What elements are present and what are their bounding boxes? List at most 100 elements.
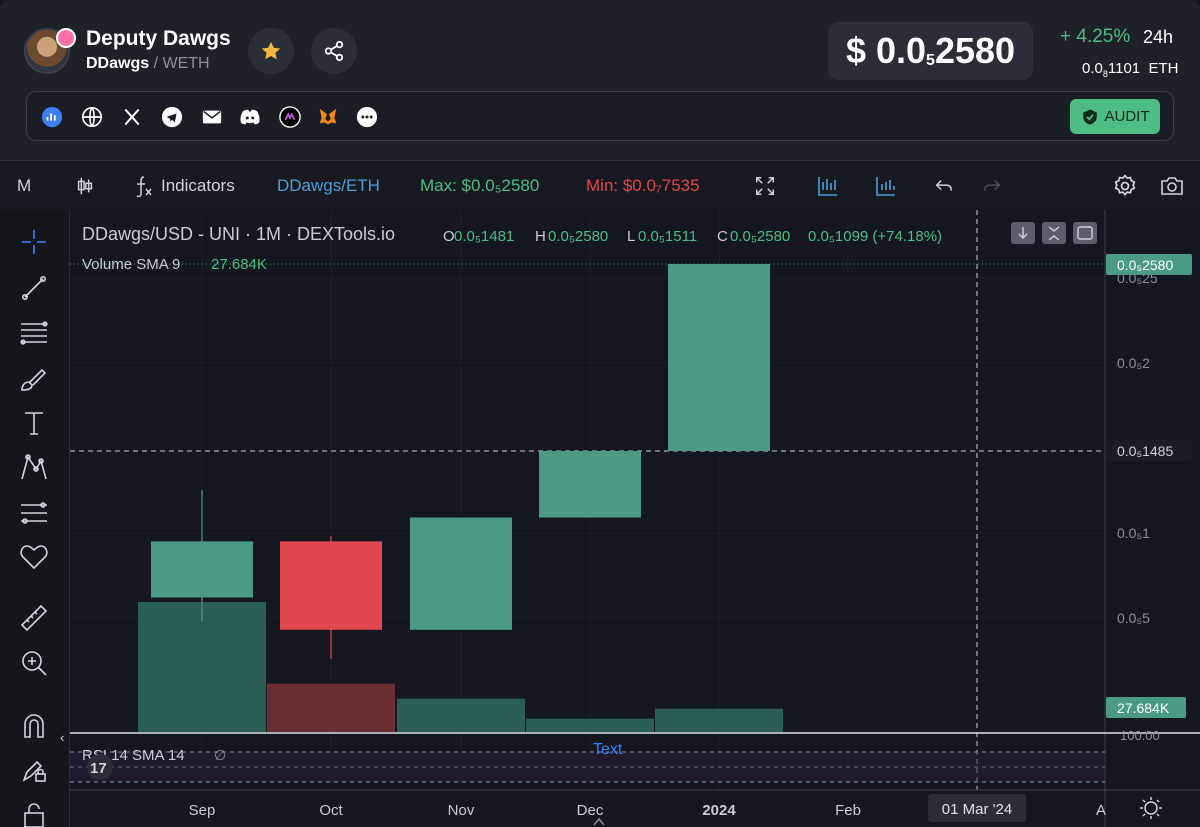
bar-style-icon[interactable] <box>815 173 841 199</box>
crosshair-icon[interactable] <box>19 227 49 257</box>
close-label: C <box>717 228 728 245</box>
candles <box>151 264 770 659</box>
lock-pencil-icon[interactable] <box>19 755 49 785</box>
fullscreen-icon[interactable] <box>752 173 778 199</box>
crosshair-price-tag <box>1106 440 1192 461</box>
trend-line-icon[interactable] <box>19 273 49 303</box>
social-links-bar: AUDIT <box>26 91 1174 141</box>
pattern-icon[interactable] <box>19 452 49 482</box>
volume-bar <box>397 698 525 732</box>
crosshair-price-label: 0.0₅1485 <box>1117 443 1173 459</box>
date-tooltip-box <box>928 794 1026 822</box>
star-icon <box>261 41 281 60</box>
undo-icon[interactable] <box>931 173 957 199</box>
text-tool-icon[interactable] <box>19 408 49 438</box>
eth-unit: ETH <box>1148 60 1179 77</box>
last-price-tag <box>1106 254 1192 275</box>
eth-price-digits: 1101 <box>1107 60 1141 77</box>
chart-icon[interactable] <box>41 106 63 128</box>
arrow-down-glyph <box>1018 227 1028 239</box>
chain-badge-icon <box>56 28 76 48</box>
volume-legend-label: Volume SMA 9 <box>82 256 180 273</box>
camera-icon[interactable] <box>1159 173 1185 199</box>
change-value: 0.0₅1099 (+74.18%) <box>808 228 942 245</box>
candle-body <box>539 451 641 518</box>
settings-icon[interactable] <box>1112 173 1138 199</box>
favorites-icon[interactable] <box>19 542 49 572</box>
horizontal-lines-icon[interactable] <box>19 318 49 348</box>
chart-toolbar: M Indicators DDawgs/ETH Max: $0.0₅2580 M… <box>0 160 1200 210</box>
brush-icon[interactable] <box>19 364 49 394</box>
price-chart[interactable]: DDawgs/USD - UNI · 1M · DEXTools.io O 0.… <box>70 210 1200 827</box>
price-zero-count: 5 <box>926 52 935 69</box>
price-change: + 4.25% <box>1060 26 1131 47</box>
x-tick-label: A <box>1096 802 1106 819</box>
prediction-icon[interactable] <box>19 498 49 528</box>
time-axis[interactable]: Sep Oct Nov Dec 2024 Feb A <box>189 802 1106 819</box>
zoom-in-icon[interactable] <box>19 648 49 678</box>
date-tooltip: 01 Mar '24 <box>942 801 1012 818</box>
x-tick-label: 2024 <box>702 802 736 819</box>
y-tick-label: 0.0₅1 <box>1117 525 1150 541</box>
current-price: $ 0.0 5 2580 <box>828 22 1033 80</box>
open-value: 0.0₅1481 <box>454 228 514 245</box>
volume-bar <box>138 602 266 732</box>
share-button[interactable] <box>311 28 357 74</box>
scroll-to-latest-icon[interactable] <box>593 817 605 826</box>
x-icon[interactable] <box>121 106 143 128</box>
candles-icon[interactable] <box>72 173 98 199</box>
eth-price-zero-count: 8 <box>1102 69 1108 79</box>
collapse-pane-icon[interactable] <box>1042 222 1066 244</box>
audit-button[interactable]: AUDIT <box>1070 99 1160 134</box>
compare-icon[interactable] <box>873 173 899 199</box>
ruler-icon[interactable] <box>19 603 49 633</box>
audit-label: AUDIT <box>1104 108 1150 125</box>
price-prefix: $ 0.0 <box>845 30 927 71</box>
collapse-arrow-icon[interactable]: ‹ <box>60 730 65 745</box>
chart-legend-title: DDawgs/USD - UNI · 1M · DEXTools.io <box>82 224 395 244</box>
collapse-glyph <box>1048 226 1060 241</box>
change-period: 24h <box>1143 27 1174 47</box>
low-label: L <box>627 228 635 245</box>
y-tick-label: 0.0₅2 <box>1117 355 1150 371</box>
magnet-icon[interactable] <box>19 710 49 740</box>
pair-switch[interactable]: DDawgs/ETH <box>277 176 380 195</box>
max-price: Max: $0.0₅2580 <box>420 176 540 195</box>
app-icon[interactable] <box>279 106 301 128</box>
volume-bar <box>267 683 395 732</box>
volume-bars <box>138 602 783 732</box>
token-symbol[interactable]: DDawgs <box>86 55 150 72</box>
svg-text:17: 17 <box>90 760 107 777</box>
chart-background <box>70 210 1200 827</box>
indicators-button[interactable]: Indicators <box>161 176 235 195</box>
legend-controls <box>1011 222 1097 244</box>
globe-icon[interactable] <box>81 106 103 128</box>
token-header: Deputy Dawgs DDawgs / WETH $ 0.0 5 2580 + … <box>0 0 1200 160</box>
ohlc-legend: O 0.0₅1481 H 0.0₅2580 L 0.0₅1511 C 0.0₅2… <box>443 228 942 245</box>
discord-icon[interactable] <box>239 106 261 128</box>
eth-price-prefix: 0.0 <box>1082 60 1103 77</box>
drawing-toolbar: ‹ <box>0 210 70 827</box>
metamask-icon[interactable] <box>317 106 339 128</box>
open-label: O <box>443 228 455 245</box>
high-label: H <box>535 228 546 245</box>
pair-quote: / WETH <box>153 55 210 72</box>
theme-toggle-icon[interactable] <box>1140 797 1162 819</box>
rsi-tick-label: 100.00 <box>1120 728 1160 743</box>
telegram-icon[interactable] <box>161 106 183 128</box>
maximize-pane-icon[interactable] <box>1073 222 1097 244</box>
low-value: 0.0₅1511 <box>638 228 697 245</box>
more-icon[interactable] <box>356 106 378 128</box>
redo-icon[interactable] <box>979 173 1005 199</box>
share-icon <box>324 40 344 62</box>
mail-icon[interactable] <box>201 106 223 128</box>
favorite-button[interactable] <box>248 28 294 74</box>
x-tick-label: Nov <box>448 802 475 819</box>
maximize-glyph <box>1077 226 1093 240</box>
volume-legend-value: 27.684K <box>211 256 267 273</box>
fx-icon[interactable] <box>130 173 156 199</box>
volume-bar <box>655 708 783 732</box>
interval-selector[interactable]: M <box>17 176 32 195</box>
rsi-text-annotation[interactable]: Text <box>593 741 623 758</box>
lock-icon[interactable] <box>19 800 49 827</box>
